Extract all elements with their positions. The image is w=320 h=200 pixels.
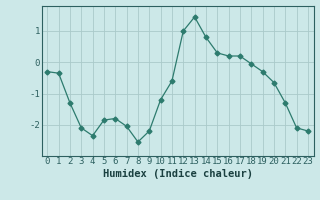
X-axis label: Humidex (Indice chaleur): Humidex (Indice chaleur) xyxy=(103,169,252,179)
